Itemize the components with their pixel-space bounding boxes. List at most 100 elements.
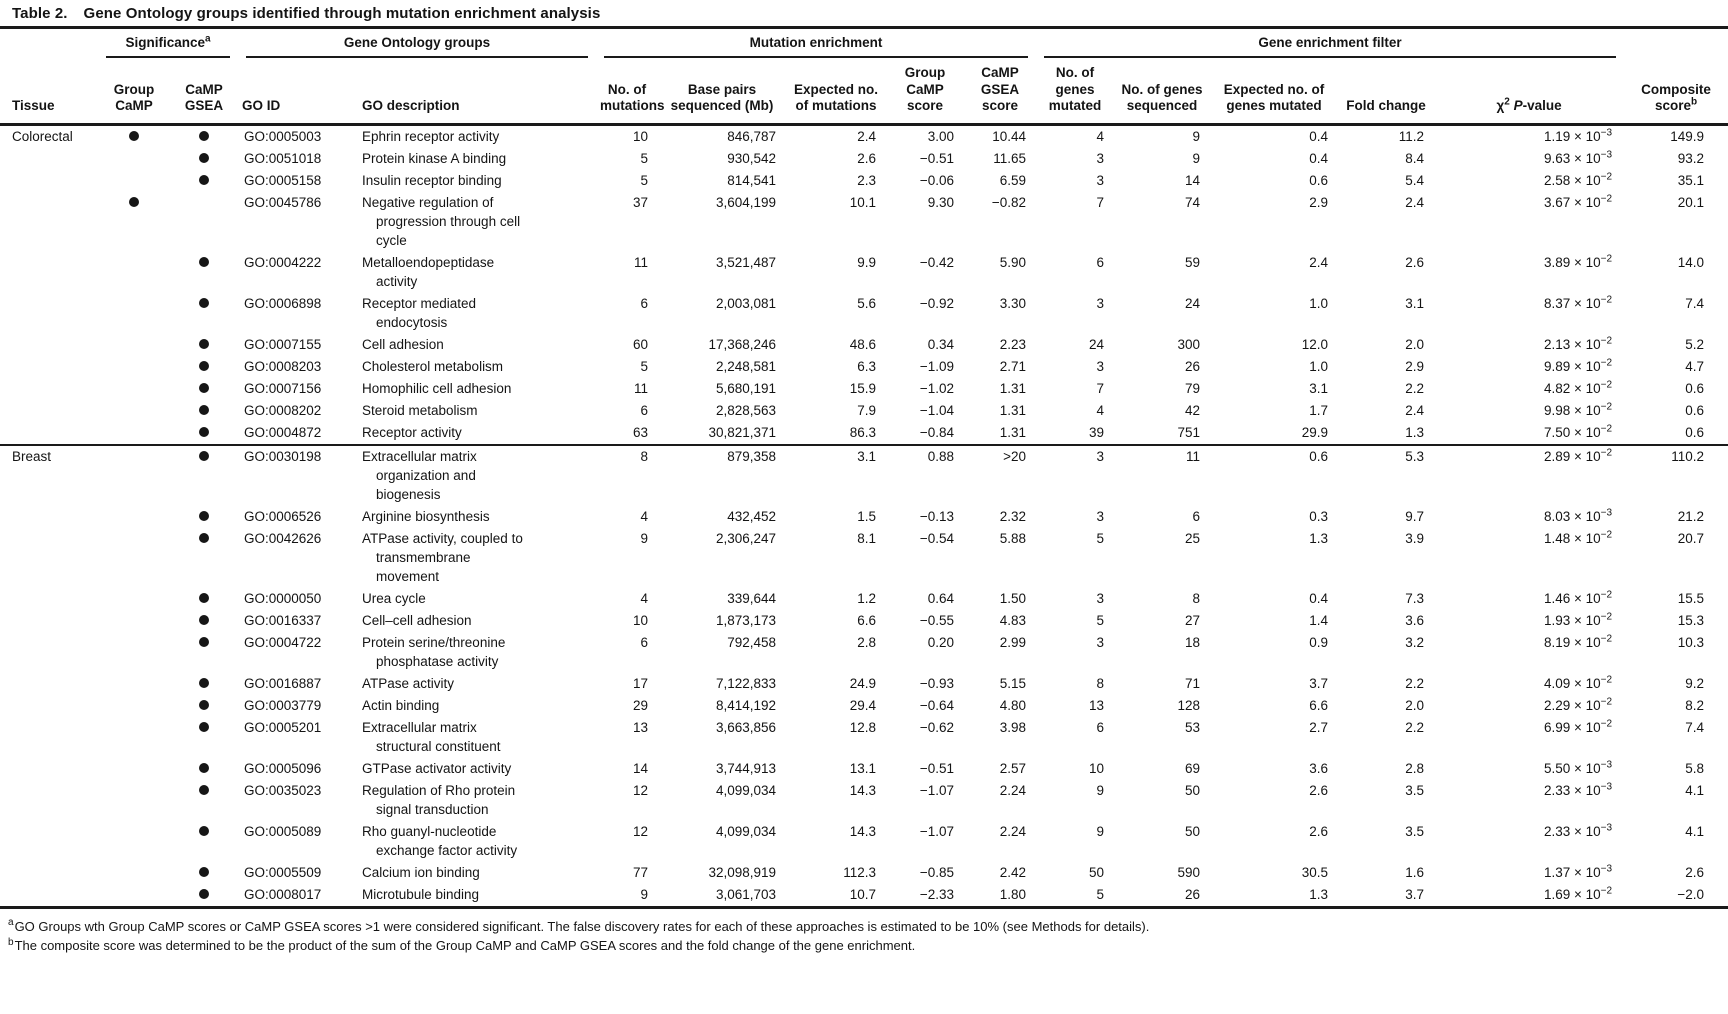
genes-sequenced-cell: 27 xyxy=(1185,612,1201,628)
camp-gsea-dot-cell xyxy=(170,192,238,252)
mutations-cell: 8 xyxy=(596,443,659,506)
genes-sequenced-cell: 53 xyxy=(1185,719,1201,735)
mutations-cell: 6 xyxy=(640,634,649,650)
p-value-cell: 2.13 × 10−2 xyxy=(1543,335,1613,352)
p-value-cell: 8.03 × 10−3 xyxy=(1543,507,1613,524)
base-pairs-cell: 4,099,034 xyxy=(715,823,777,839)
go-id-cell: GO:0008017 xyxy=(244,886,322,902)
p-value-cell: 1.46 × 10−2 xyxy=(1543,589,1613,606)
significance-dot xyxy=(199,256,209,267)
go-id-cell: GO:0005089 xyxy=(244,823,322,839)
group-camp-dot-cell xyxy=(98,293,170,334)
group-camp-score-cell: −0.84 xyxy=(919,424,955,440)
go-id-cell: GO:0008203 xyxy=(244,358,322,374)
base-pairs-cell: 2,828,563 xyxy=(715,402,777,418)
p-value-cell: 2.58 × 10−2 xyxy=(1543,171,1613,188)
expected-mutations-cell: 8.1 xyxy=(857,530,877,546)
genes-sequenced-cell: 71 xyxy=(1185,675,1201,691)
tissue-cell: Colorectal xyxy=(12,128,73,144)
go-id-cell: GO:0007156 xyxy=(244,380,322,396)
table-row: GO:0000050 Urea cycle 4 339,644 1.2 0.64 1.50 3… xyxy=(0,588,1728,610)
genes-mutated-cell: 13 xyxy=(1089,697,1105,713)
p-value-cell: 1.93 × 10−2 xyxy=(1543,611,1613,628)
composite-score-cell: 7.4 xyxy=(1685,719,1705,735)
fold-change-cell: 5.4 xyxy=(1405,172,1425,188)
fold-change-cell: 8.4 xyxy=(1405,150,1425,166)
genes-mutated-cell: 5 xyxy=(1096,886,1105,902)
expected-genes-mutated-cell: 3.1 xyxy=(1309,380,1329,396)
camp-gsea-score-cell: −0.82 xyxy=(991,194,1027,210)
group-camp-dot-cell xyxy=(98,400,170,422)
camp-gsea-dot-cell xyxy=(170,252,238,293)
go-id-cell: GO:0007155 xyxy=(244,336,322,352)
genes-sequenced-cell: 42 xyxy=(1185,402,1201,418)
expected-mutations-cell: 7.9 xyxy=(857,402,877,418)
camp-gsea-score-cell: 5.88 xyxy=(999,530,1027,546)
base-pairs-cell: 3,521,487 xyxy=(715,254,777,270)
composite-score-cell: 4.7 xyxy=(1685,358,1705,374)
camp-gsea-score-cell: >20 xyxy=(964,443,1037,506)
group-camp-dot-cell xyxy=(98,673,170,695)
footnote: bThe composite score was determined to b… xyxy=(8,936,916,953)
camp-gsea-score-cell: 2.99 xyxy=(999,634,1027,650)
expected-genes-mutated-cell: 1.3 xyxy=(1309,886,1329,902)
column-header-expected-no-of-mutations: Expected no. of mutations xyxy=(786,58,887,126)
table-row: GO:0004872 Receptor activity 63 30,821,371 8… xyxy=(0,422,1728,445)
composite-score-cell: 14.0 xyxy=(1677,254,1705,270)
camp-gsea-score-cell: 1.31 xyxy=(999,380,1027,396)
significance-dot xyxy=(129,130,139,141)
go-id-cell: GO:0008202 xyxy=(244,402,322,418)
expected-mutations-cell: 5.6 xyxy=(857,295,877,311)
genes-sequenced-cell: 74 xyxy=(1185,194,1201,210)
go-description-cell: Negative regulation of progression throu… xyxy=(362,194,521,248)
table-title-text: Gene Ontology groups identified through … xyxy=(83,5,601,22)
group-camp-score-cell: −0.51 xyxy=(919,150,955,166)
expected-mutations-cell: 13.1 xyxy=(849,760,877,776)
significance-dot xyxy=(199,450,209,461)
mutations-cell: 6 xyxy=(640,402,649,418)
genes-sequenced-cell: 59 xyxy=(1185,254,1201,270)
composite-score-cell: 20.7 xyxy=(1677,530,1705,546)
footnote: aGO Groups wth Group CaMP scores or CaMP… xyxy=(8,917,1150,934)
group-camp-score-cell: 0.64 xyxy=(927,590,955,606)
base-pairs-cell: 5,680,191 xyxy=(715,380,777,396)
go-description-cell: Protein kinase A binding xyxy=(362,150,507,166)
significance-dot xyxy=(199,338,209,349)
group-camp-dot-cell xyxy=(98,695,170,717)
base-pairs-cell: 930,542 xyxy=(727,150,777,166)
group-camp-dot-cell xyxy=(98,124,170,148)
expected-genes-mutated-cell: 0.4 xyxy=(1309,590,1329,606)
composite-score-cell: 0.6 xyxy=(1685,402,1705,418)
significance-dot xyxy=(199,762,209,773)
genes-mutated-cell: 50 xyxy=(1089,864,1105,880)
genes-sequenced-cell: 25 xyxy=(1185,530,1201,546)
column-header-no-of-mutations: No. of mutations xyxy=(596,58,665,126)
table-row: GO:0006898 Receptor mediated endocytosis 6… xyxy=(0,293,1728,334)
camp-gsea-dot-cell xyxy=(170,293,238,334)
expected-genes-mutated-cell: 1.0 xyxy=(1309,358,1329,374)
camp-gsea-score-cell: 1.80 xyxy=(999,886,1027,902)
p-value-cell: 2.29 × 10−2 xyxy=(1543,696,1613,713)
paper-table-page: Table 2. Gene Ontology groups identified … xyxy=(0,5,1728,953)
expected-mutations-cell: 3.1 xyxy=(786,443,887,506)
significance-dot xyxy=(199,404,209,415)
go-description-cell: Cell adhesion xyxy=(362,336,444,352)
go-description-cell: Actin binding xyxy=(362,697,440,713)
mutations-cell: 12 xyxy=(632,782,649,798)
significance-dot xyxy=(199,614,209,625)
go-description-cell: Insulin receptor binding xyxy=(362,172,502,188)
table-row: GO:0016887 ATPase activity 17 7,122,833 24.9… xyxy=(0,673,1728,695)
expected-genes-mutated-cell: 0.6 xyxy=(1210,443,1339,506)
table-row: GO:0005096 GTPase activator activity 14 3,7… xyxy=(0,758,1728,780)
composite-score-cell: 4.1 xyxy=(1685,823,1705,839)
go-id-cell: GO:0004872 xyxy=(244,424,322,440)
genes-sequenced-cell: 24 xyxy=(1185,295,1201,311)
composite-score-cell: 149.9 xyxy=(1670,128,1705,144)
expected-mutations-cell: 14.3 xyxy=(849,823,877,839)
group-camp-dot-cell xyxy=(98,862,170,884)
table-row: GO:0005089 Rho guanyl-nucleotide exchange… xyxy=(0,821,1728,862)
group-camp-dot-cell xyxy=(98,506,170,528)
camp-gsea-score-cell: 2.71 xyxy=(999,358,1027,374)
column-header-fold-change: Fold change xyxy=(1338,58,1435,126)
camp-gsea-score-cell: 1.31 xyxy=(999,424,1027,440)
